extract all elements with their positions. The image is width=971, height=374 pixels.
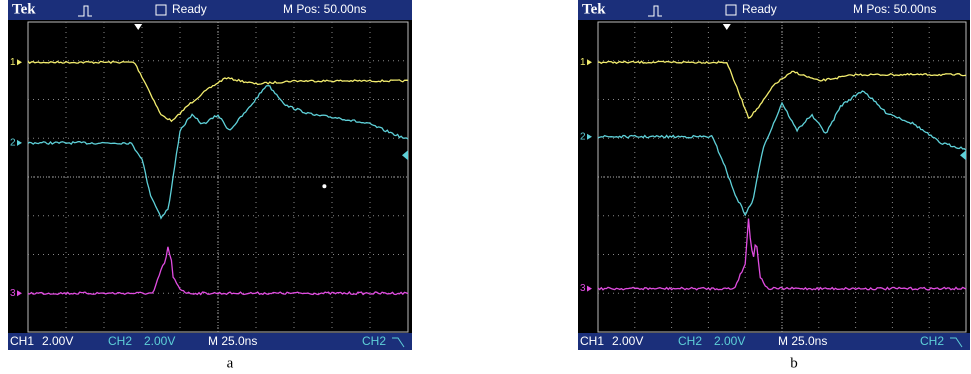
position: M Pos: 50.00ns [853, 2, 936, 16]
status: Ready [172, 2, 207, 16]
ch2-scale: 2.00V [714, 334, 745, 348]
caption: a [227, 355, 234, 371]
ch2-label: CH2 [678, 334, 702, 348]
position: M Pos: 50.00ns [283, 2, 366, 16]
trigger-source: CH2 [920, 334, 944, 348]
ch1-label: CH1 [580, 334, 604, 348]
ch1-scale: 2.00V [42, 334, 73, 348]
status: Ready [742, 2, 777, 16]
channel-marker: 3 [580, 283, 586, 294]
ch2-label: CH2 [108, 334, 132, 348]
scope-screen: Tek Ready M Pos: 50.00ns 1 2 3 CH1 2.00V CH2 2.00… [8, 0, 412, 371]
figure: Tek Ready M Pos: 50.00ns 1 2 3 CH1 2.00V CH2 2.00… [0, 0, 971, 374]
channel-marker: 3 [10, 288, 16, 299]
channel-marker: 1 [580, 57, 586, 68]
ch1-scale: 2.00V [612, 334, 643, 348]
caption: b [790, 355, 798, 371]
channel-marker: 2 [580, 131, 586, 142]
brand: Tek [582, 1, 606, 17]
cursor-dot [322, 184, 326, 188]
channel-marker: 1 [10, 57, 16, 68]
timebase: M 25.0ns [208, 334, 257, 348]
brand: Tek [12, 1, 36, 17]
channel-marker: 2 [10, 138, 16, 149]
ch2-scale: 2.00V [144, 334, 175, 348]
trigger-source: CH2 [362, 334, 386, 348]
timebase: M 25.0ns [778, 334, 827, 348]
scope-screen: Tek Ready M Pos: 50.00ns 1 2 3 CH1 2.00V CH2 2.00… [578, 0, 970, 371]
ch1-label: CH1 [10, 334, 34, 348]
